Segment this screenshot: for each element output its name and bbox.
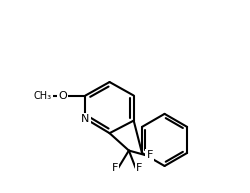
Text: CH₃: CH₃: [34, 91, 52, 101]
Text: F: F: [146, 150, 153, 160]
Text: F: F: [136, 163, 142, 173]
Text: O: O: [58, 91, 67, 101]
Text: F: F: [112, 163, 118, 173]
Text: N: N: [81, 114, 90, 124]
